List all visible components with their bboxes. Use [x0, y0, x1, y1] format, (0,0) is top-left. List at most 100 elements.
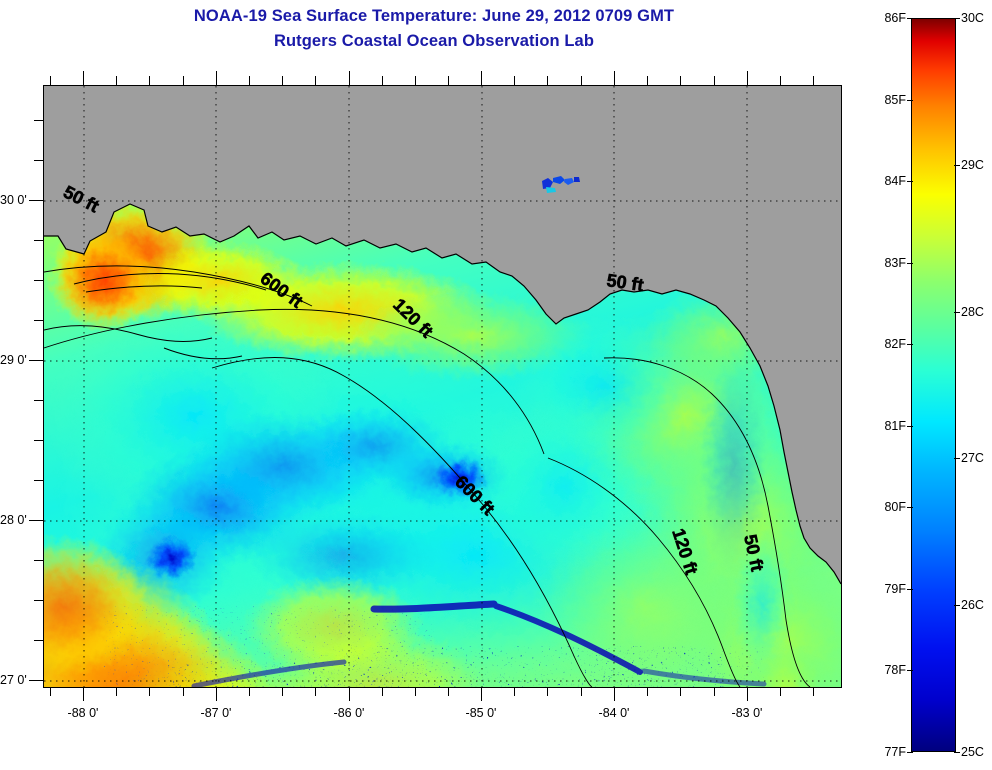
x-tick-top-minor: [813, 76, 814, 85]
x-tick-minor: [315, 687, 316, 696]
x-tick-top-minor: [714, 76, 715, 85]
colorbar-label-f: 77F: [884, 745, 906, 759]
colorbar-label-f: 79F: [884, 581, 906, 596]
x-tick-minor: [813, 687, 814, 696]
x-tick-major: [349, 687, 350, 701]
y-tick-minor: [34, 280, 43, 281]
y-tick-minor: [34, 640, 43, 641]
contour-50ft-wfl: [603, 357, 811, 687]
cb-tick-f: [907, 344, 913, 346]
x-tick-top-major: [216, 71, 217, 85]
bathymetry-contours: [44, 265, 811, 687]
cb-tick-f: [907, 181, 913, 183]
inland-water-bodies: [542, 176, 580, 193]
y-tick-minor: [34, 240, 43, 241]
x-axis-label: -87 0': [200, 706, 232, 720]
x-tick-top-minor: [116, 76, 117, 85]
colorbar-gradient: [912, 19, 955, 751]
x-axis-label: -88 0': [67, 706, 99, 720]
colorbar-label-f: 82F: [884, 337, 906, 352]
cb-tick-f: [907, 670, 913, 672]
title-line-2: Rutgers Coastal Ocean Observation Lab: [273, 32, 595, 50]
x-tick-major: [83, 687, 84, 701]
x-tick-top-minor: [448, 76, 449, 85]
map-gridlines: [44, 86, 841, 687]
y-axis-label: 27 0': [0, 673, 27, 687]
x-tick-top-minor: [282, 76, 283, 85]
y-tick-minor: [34, 440, 43, 441]
y-axis-label: 30 0': [0, 193, 27, 207]
x-tick-minor: [382, 687, 383, 696]
cb-tick-f: [907, 752, 913, 753]
x-tick-top-major: [83, 71, 84, 85]
y-tick-minor: [34, 320, 43, 321]
x-tick-major: [481, 687, 482, 701]
colorbar-label-f: 81F: [884, 418, 906, 433]
y-tick-major: [29, 680, 43, 681]
cb-tick-f: [907, 425, 913, 427]
contour-50ft-nw: [44, 265, 313, 307]
x-tick-top-major: [349, 71, 350, 85]
x-tick-minor: [183, 687, 184, 696]
y-tick-minor: [34, 600, 43, 601]
cb-tick-f: [907, 507, 913, 509]
x-tick-minor: [780, 687, 781, 696]
x-tick-top-minor: [382, 76, 383, 85]
y-tick-major: [29, 360, 43, 361]
colorbar-label-c: 27C: [961, 451, 984, 466]
title-line-1: NOAA-19 Sea Surface Temperature: June 29…: [193, 7, 675, 25]
contour-120ft-wfl: [547, 457, 741, 687]
cb-tick-f: [907, 262, 913, 264]
x-axis-label: -86 0': [333, 706, 365, 720]
x-tick-minor: [714, 687, 715, 696]
cb-tick-c: [954, 605, 960, 607]
x-tick-top-minor: [780, 76, 781, 85]
x-tick-top-minor: [50, 76, 51, 85]
colorbar-frame: [911, 18, 956, 752]
cb-tick-c: [954, 458, 960, 460]
colorbar-label-c: 30C: [961, 11, 984, 25]
x-tick-top-minor: [315, 76, 316, 85]
x-axis-label: -85 0': [465, 706, 497, 720]
y-tick-minor: [34, 160, 43, 161]
x-tick-top-minor: [680, 76, 681, 85]
x-axis-label: -84 0': [598, 706, 630, 720]
cb-tick-f: [907, 18, 913, 19]
x-tick-top-minor: [514, 76, 515, 85]
cb-tick-f: [907, 99, 913, 101]
x-tick-minor: [249, 687, 250, 696]
x-tick-top-minor: [415, 76, 416, 85]
cb-tick-c: [954, 752, 960, 753]
x-tick-minor: [448, 687, 449, 696]
x-tick-minor: [116, 687, 117, 696]
colorbar-label-f: 80F: [884, 500, 906, 515]
y-axis-label: 28 0': [0, 513, 27, 527]
x-tick-major: [747, 687, 748, 701]
y-tick-minor: [34, 560, 43, 561]
x-tick-top-minor: [149, 76, 150, 85]
x-tick-minor: [282, 687, 283, 696]
colorbar-label-f: 86F: [884, 11, 906, 25]
x-tick-top-minor: [249, 76, 250, 85]
y-tick-major: [29, 520, 43, 521]
colorbar-label-c: 25C: [961, 745, 984, 759]
colorbar-label-c: 29C: [961, 157, 984, 172]
x-axis-label: -83 0': [731, 706, 763, 720]
x-tick-minor: [581, 687, 582, 696]
bay-detail-lines: [44, 272, 267, 360]
colorbar-label-c: 26C: [961, 598, 984, 613]
sst-map-plot[interactable]: 50 ft 600 ft 120 ft 50 ft 600 ft 120 ft …: [43, 85, 842, 688]
colorbar-label-c: 28C: [961, 304, 984, 319]
y-tick-major: [29, 200, 43, 201]
temperature-colorbar[interactable]: 86F 85F 84F 83F 82F 81F 80F 79F 78F 77F …: [884, 11, 983, 759]
colorbar-label-f: 83F: [884, 255, 906, 270]
colorbar-label-f: 84F: [884, 174, 906, 189]
x-tick-minor: [647, 687, 648, 696]
x-tick-minor: [149, 687, 150, 696]
contour-600ft-main: [211, 357, 593, 687]
x-tick-top-minor: [547, 76, 548, 85]
page-title: NOAA-19 Sea Surface Temperature: June 29…: [0, 4, 868, 54]
y-tick-minor: [34, 400, 43, 401]
x-tick-top-minor: [647, 76, 648, 85]
